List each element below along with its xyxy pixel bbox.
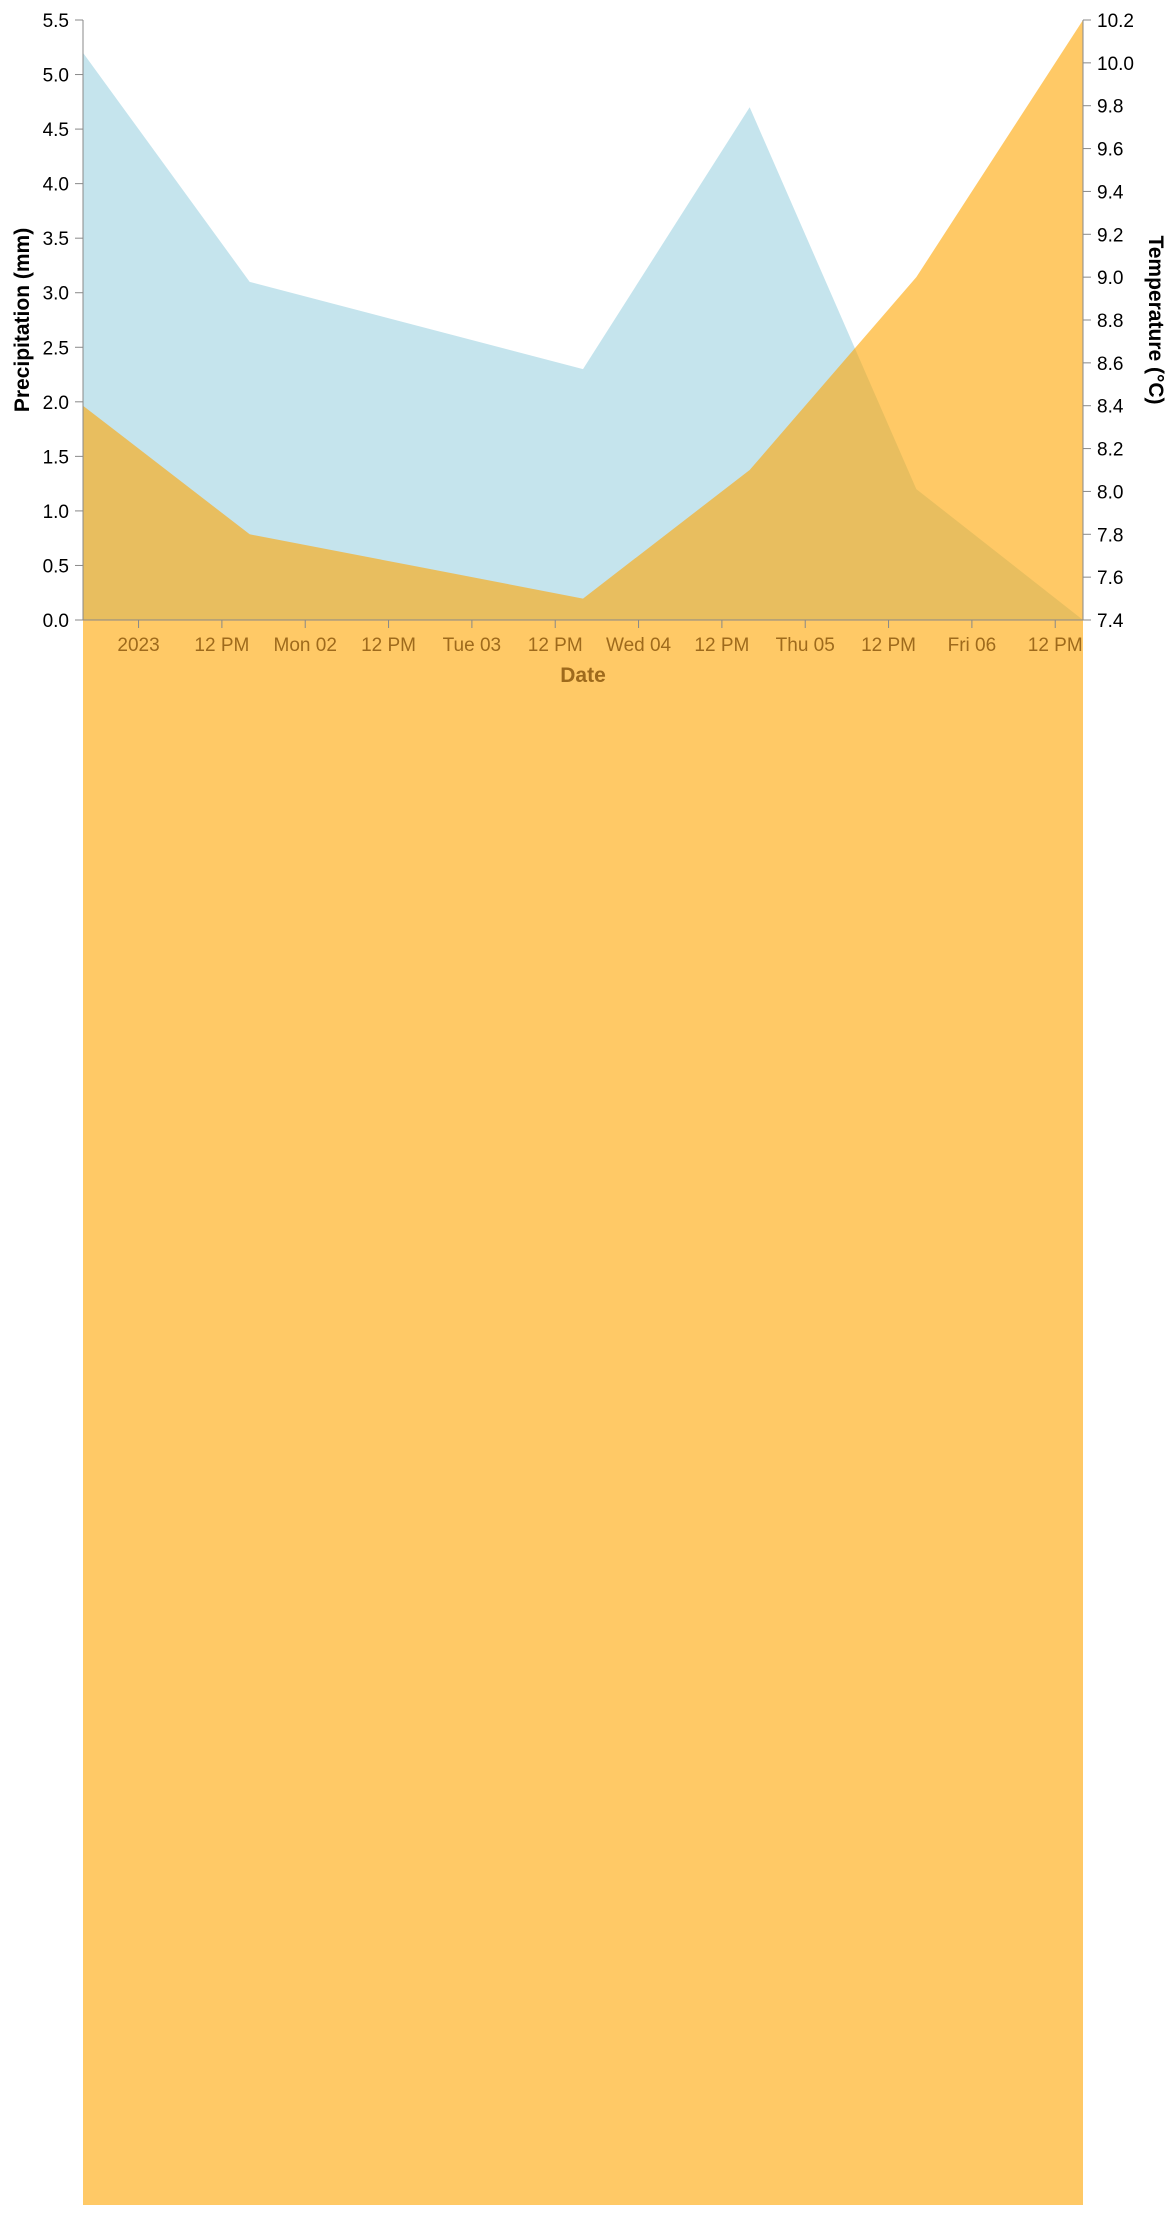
y-left-tick-label: 0.5: [43, 556, 69, 577]
y-right-tick-label: 8.8: [1097, 311, 1123, 332]
y-left-tick-label: 3.0: [43, 284, 69, 305]
y-right-tick-label: 8.4: [1097, 397, 1124, 418]
x-tick-label: 12 PM: [194, 635, 249, 656]
x-axis-title: Date: [560, 664, 606, 687]
y-right-tick-label: 9.8: [1097, 97, 1123, 118]
x-tick-label: 12 PM: [861, 635, 916, 656]
plot-areas: [83, 20, 1083, 2205]
y-right-tick-label: 9.2: [1097, 225, 1123, 246]
y-left-tick-label: 4.5: [43, 120, 69, 141]
y-left-tick-label: 1.0: [43, 502, 69, 523]
x-tick-label: 12 PM: [361, 635, 416, 656]
y-left-axis-title: Precipitation (mm): [11, 228, 34, 412]
temperature-area: [83, 20, 1083, 2205]
y-left-tick-label: 5.5: [43, 11, 69, 32]
y-right-tick-label: 9.4: [1097, 182, 1124, 203]
y-left-tick-label: 0.0: [43, 611, 69, 632]
y-right-tick-label: 10.2: [1097, 11, 1134, 32]
x-tick-label: Thu 05: [776, 635, 835, 656]
x-tick-label: 12 PM: [1028, 635, 1083, 656]
x-tick-label: Fri 06: [948, 635, 997, 656]
y-left-tick-label: 2.5: [43, 338, 69, 359]
y-right-tick-label: 8.6: [1097, 354, 1123, 375]
x-tick-label: Wed 04: [606, 635, 672, 656]
y-left-tick-label: 4.0: [43, 175, 69, 196]
x-tick-label: 12 PM: [528, 635, 583, 656]
y-right-tick-label: 7.8: [1097, 525, 1123, 546]
x-tick-label: 12 PM: [694, 635, 749, 656]
y-right-tick-label: 7.4: [1097, 611, 1124, 632]
x-tick-label: Tue 03: [443, 635, 501, 656]
y-right-tick-label: 8.0: [1097, 482, 1123, 503]
axes: 0.0 0.5 1.0 1.5 2.0 2.5 3.0 3.5 4.0 4.5 5.0 5.5 7.4 7…: [43, 11, 1134, 656]
y-right-tick-label: 9.6: [1097, 140, 1123, 161]
y-right-tick-label: 7.6: [1097, 568, 1123, 589]
y-right-tick-label: 10.0: [1097, 54, 1134, 75]
y-right-axis-title: Temperature (°C): [1144, 235, 1167, 404]
y-right-tick-label: 9.0: [1097, 268, 1123, 289]
y-left-tick-label: 5.0: [43, 66, 69, 87]
x-tick-label: Mon 02: [274, 635, 337, 656]
y-left-tick-label: 2.0: [43, 393, 69, 414]
y-right-tick-label: 8.2: [1097, 440, 1123, 461]
x-tick-label: 2023: [117, 635, 159, 656]
y-left-tick-label: 1.5: [43, 447, 69, 468]
y-left-tick-label: 3.5: [43, 229, 69, 250]
